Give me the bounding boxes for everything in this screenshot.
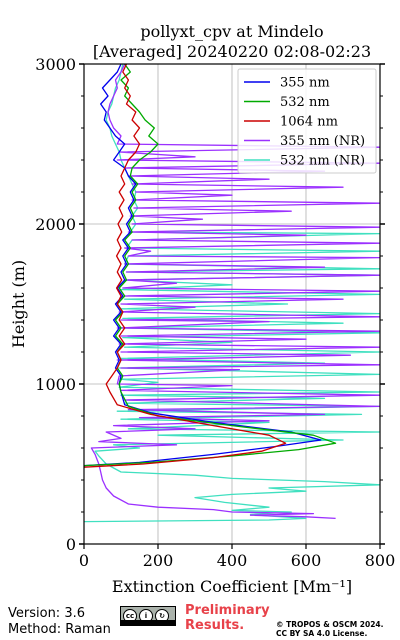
y-axis-label: Height (m) [9, 260, 28, 348]
series-line-1 [84, 64, 337, 467]
cc-license-badge: cc i ↻ [120, 606, 176, 626]
series-line-0 [84, 64, 322, 467]
x-tick-label-1: 200 [143, 551, 174, 570]
legend-box [237, 68, 377, 174]
copyright-line1: © TROPOS & OSCM 2024. [276, 620, 384, 629]
copyright-line2: CC BY SA 4.0 License. [276, 629, 368, 638]
legend-label-2: 1064 nm [280, 115, 338, 130]
y-tick-label-3: 3000 [35, 55, 76, 74]
series-line-2 [84, 64, 287, 468]
y-tick-label-1: 1000 [35, 375, 76, 394]
series-line-3 [90, 64, 380, 520]
y-tick-label-2: 2000 [35, 215, 76, 234]
legend-label-1: 532 nm [280, 95, 330, 110]
x-tick-label-2: 400 [217, 551, 248, 570]
series-lines [84, 64, 380, 523]
footer-info: Version: 3.6 Method: Raman [8, 606, 111, 638]
preliminary-line2: Results. [185, 618, 245, 633]
y-tick-label-0: 0 [66, 535, 76, 554]
preliminary-notice: Preliminary Results. [185, 603, 270, 633]
version-text: Version: 3.6 [8, 606, 85, 621]
legend-label-0: 355 nm [280, 76, 330, 91]
x-tick-label-0: 0 [79, 551, 89, 570]
cc-badge-bar [121, 620, 175, 625]
copyright-notice: © TROPOS & OSCM 2024. CC BY SA 4.0 Licen… [276, 620, 384, 638]
legend-label-3: 355 nm (NR) [280, 134, 365, 149]
x-tick-label-4: 800 [365, 551, 396, 570]
axis-ticks: 0 200 400 600 800 0 1000 2000 3000 [35, 55, 395, 570]
preliminary-line1: Preliminary [185, 603, 270, 618]
x-axis-label: Extinction Coefficient [Mm⁻¹] [112, 577, 352, 596]
chart-subtitle: [Averaged] 20240220 02:08-02:23 [93, 42, 371, 61]
x-tick-label-3: 600 [291, 551, 322, 570]
method-text: Method: Raman [8, 622, 111, 637]
chart-title: pollyxt_cpv at Mindelo [140, 22, 323, 41]
legend: 355 nm 532 nm 1064 nm 355 nm (NR) 532 nm (NR… [237, 68, 377, 174]
extinction-profile-chart: pollyxt_cpv at Mindelo [Averaged] 202402… [9, 22, 395, 596]
legend-label-4: 532 nm (NR) [280, 154, 365, 169]
